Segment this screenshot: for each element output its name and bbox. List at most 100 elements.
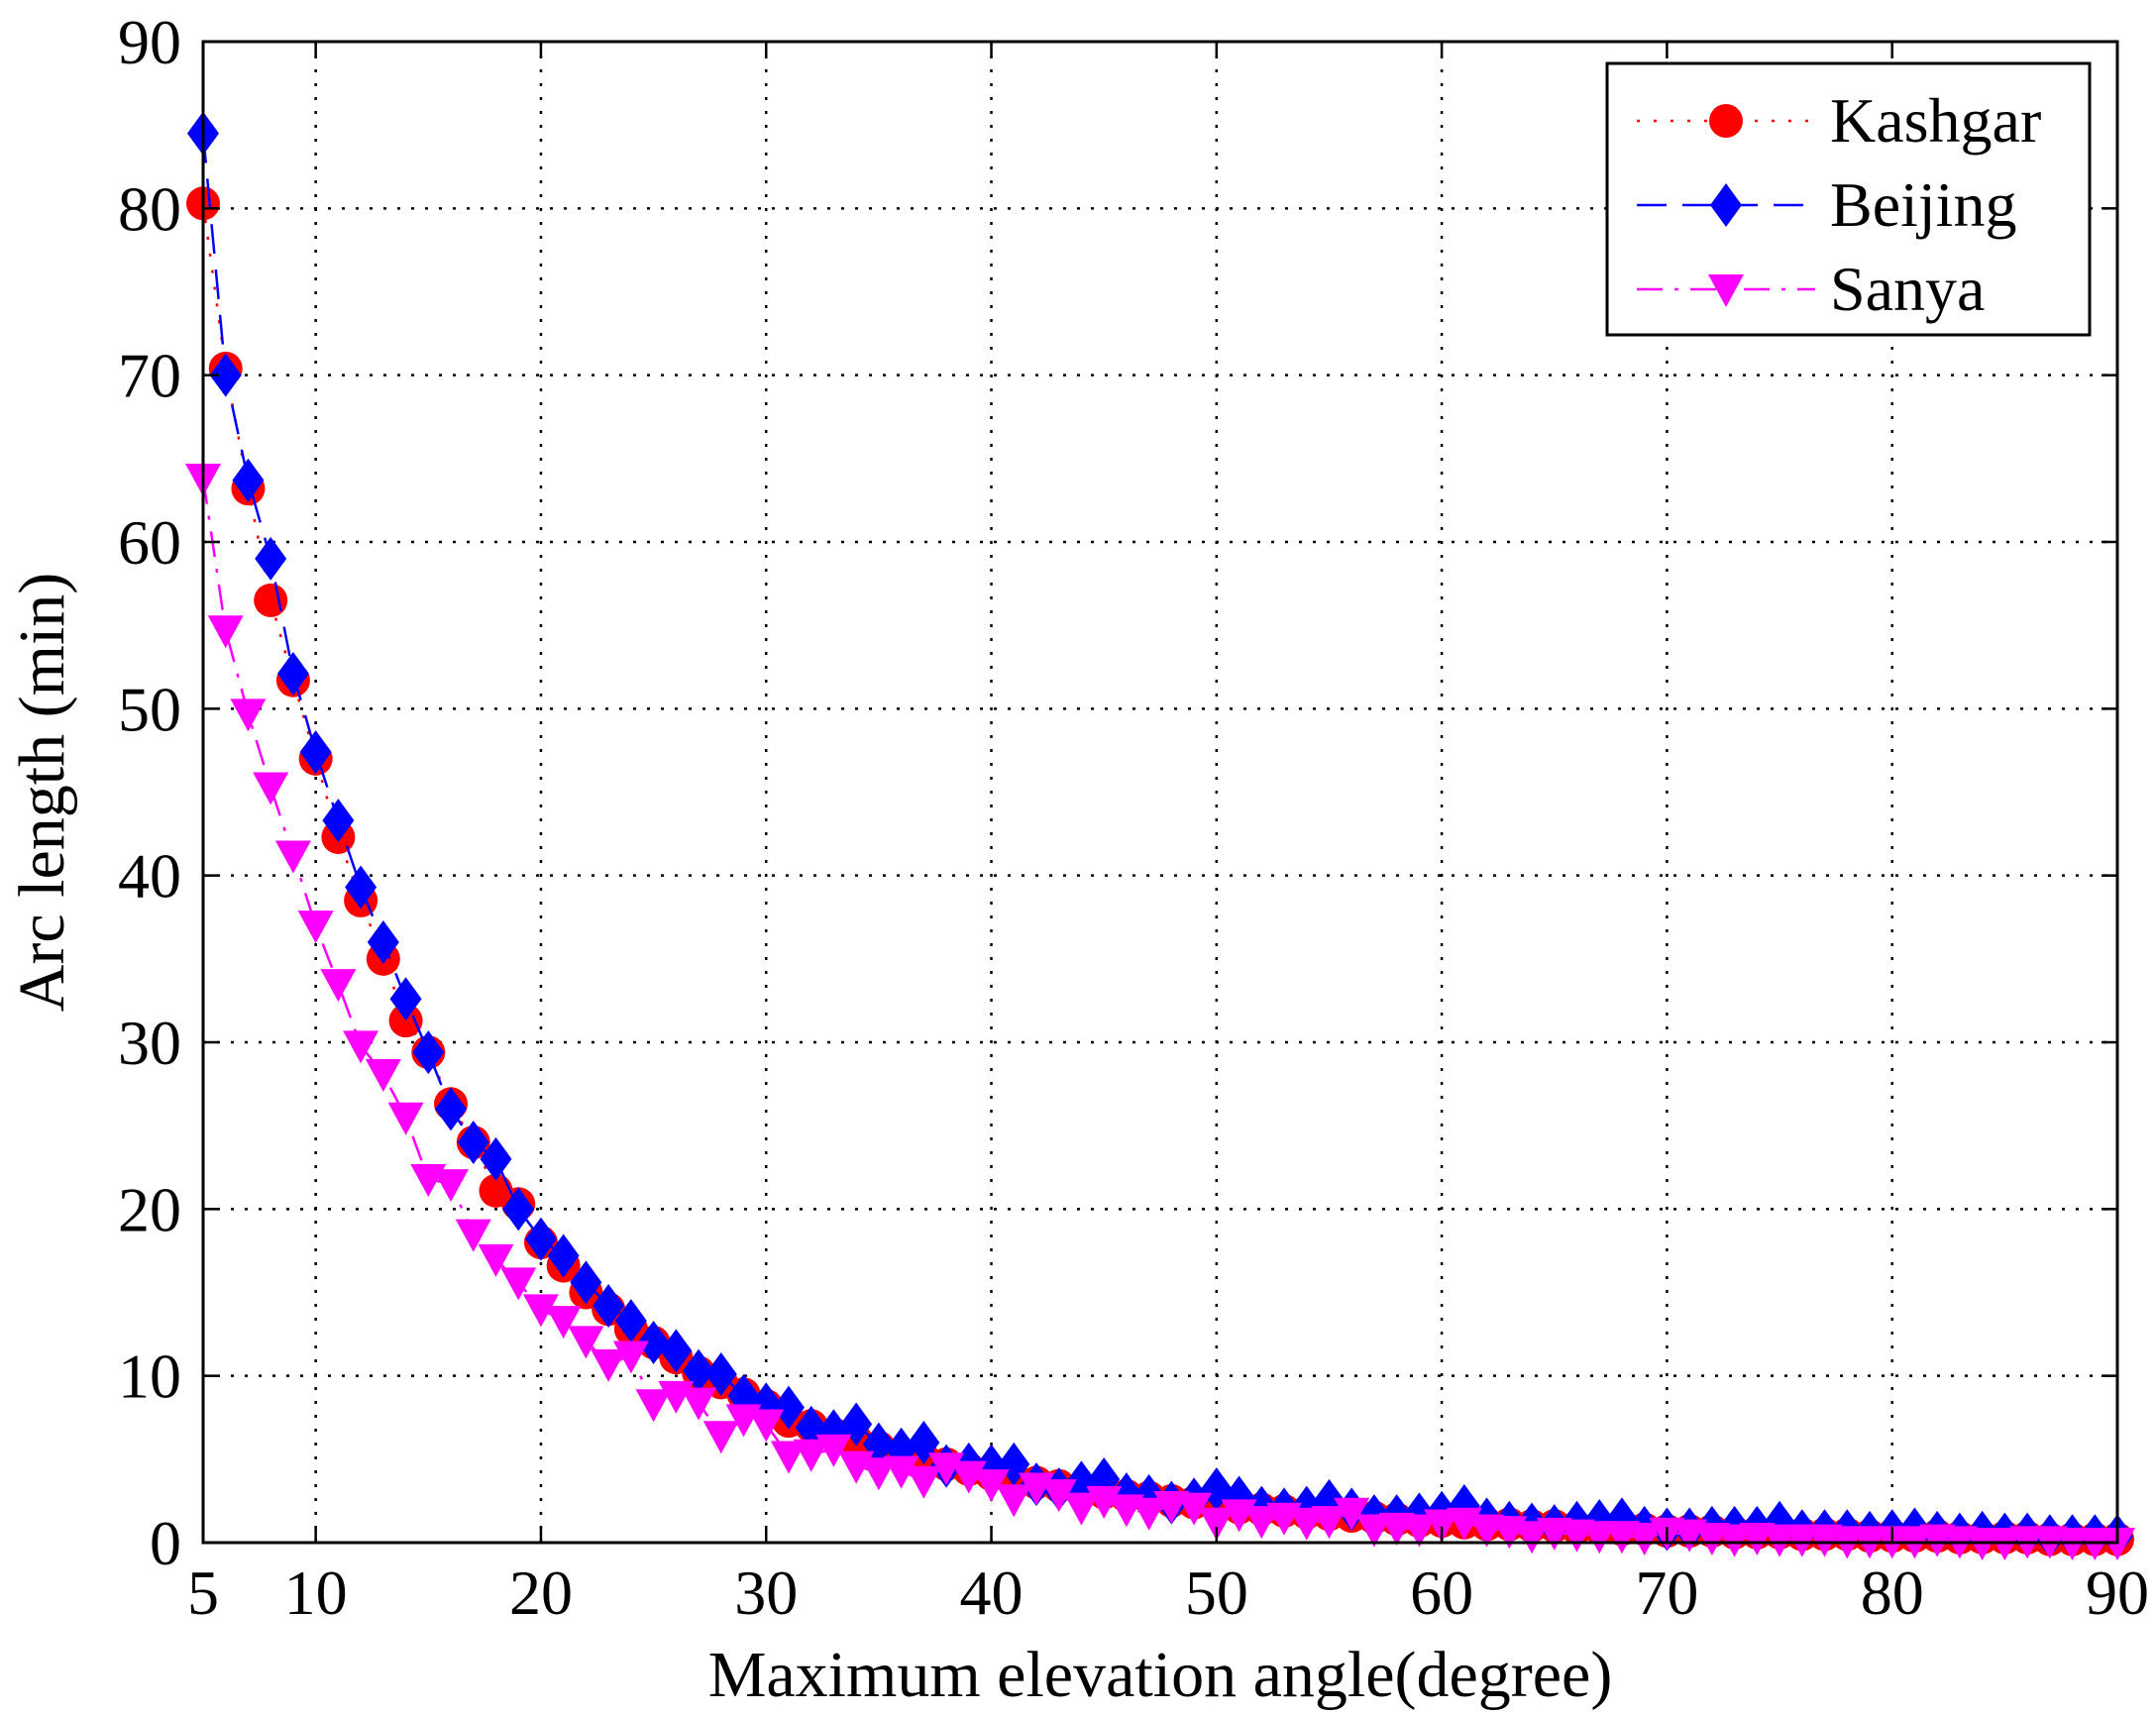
data-point-sanya [455,1219,491,1252]
axis-ticks: 5 10 20 30 40 50 60 70 80 90 0 10 20 30 40 50 60 70 80 90 [118,7,2149,1628]
data-point-sanya [770,1441,807,1474]
data-point-sanya [1086,1485,1123,1519]
legend: Kashgar Beijing Sanya [1605,61,2092,337]
y-tick-label: 90 [118,7,181,77]
data-point-sanya [500,1267,537,1301]
data-point-sanya [1355,1514,1392,1548]
data-point-sanya [702,1421,739,1454]
data-point-sanya [1334,1497,1370,1531]
data-point-sanya [1131,1497,1167,1531]
x-tick-label: 60 [1410,1557,1473,1628]
legend-marker-sanya [1708,274,1744,307]
data-point-sanya [996,1484,1032,1518]
legend-entry-kashgar: Kashgar [1637,85,2041,156]
data-point-sanya [545,1306,582,1340]
x-tick-label: 50 [1185,1557,1248,1628]
data-point-beijing [255,536,287,581]
x-axis-title: Maximum elevation angle(degree) [708,1639,1613,1711]
data-point-beijing [322,799,355,843]
data-point-beijing [637,1321,670,1364]
data-point-sanya [320,969,357,1003]
y-tick-label: 60 [118,507,181,578]
legend-label-kashgar: Kashgar [1830,85,2041,156]
y-tick-label: 0 [150,1508,181,1578]
data-point-sanya [230,698,267,732]
data-point-sanya [973,1469,1010,1503]
data-point-sanya [387,1102,424,1135]
data-point-sanya [883,1455,919,1489]
data-point-beijing [593,1283,625,1328]
x-tick-label: 10 [284,1557,348,1628]
data-point-sanya [612,1341,649,1374]
data-point-sanya [522,1294,559,1328]
data-point-sanya [906,1465,942,1499]
legend-label-beijing: Beijing [1830,169,2016,240]
data-point-sanya [1311,1506,1348,1540]
data-point-sanya [1176,1492,1213,1526]
data-point-sanya [950,1460,987,1494]
y-tick-label: 70 [118,341,181,411]
data-point-sanya [207,615,244,649]
data-point-sanya [1626,1522,1663,1555]
legend-entries: Kashgar Beijing Sanya [1637,85,2041,324]
data-point-sanya [343,1030,379,1064]
data-point-sanya [635,1389,672,1423]
data-point-beijing [614,1299,647,1343]
data-point-beijing [435,1087,468,1131]
data-point-sanya [748,1409,785,1443]
data-point-sanya [365,1058,401,1092]
data-point-sanya [860,1457,897,1491]
y-tick-label: 40 [118,841,181,912]
data-point-beijing [772,1385,805,1430]
legend-marker-kashgar [1709,104,1743,138]
data-point-sanya [1198,1507,1235,1541]
data-point-beijing [524,1217,557,1261]
data-point-beijing [502,1187,535,1232]
legend-entry-sanya: Sanya [1637,254,1985,324]
data-point-beijing [704,1351,737,1396]
legend-label-sanya: Sanya [1830,254,1985,324]
data-point-beijing [570,1260,602,1305]
x-tick-label: 90 [2086,1557,2149,1628]
y-tick-label: 50 [118,674,181,744]
data-point-beijing [457,1121,489,1164]
data-point-beijing [660,1329,693,1373]
data-point-sanya [1716,1524,1753,1557]
x-tick-label: 20 [509,1557,573,1628]
data-point-sanya [1514,1521,1551,1555]
x-tick-label: 40 [960,1557,1024,1628]
data-point-sanya [1762,1524,1798,1557]
y-tick-label: 30 [118,1008,181,1078]
data-point-sanya [433,1169,470,1203]
data-point-beijing [209,353,242,397]
data-point-sanya [253,772,289,805]
legend-marker-beijing [1710,183,1742,227]
legend-box [1605,61,2092,337]
y-axis-title: Arc length (min) [6,573,78,1013]
legend-entry-beijing: Beijing [1637,169,2016,240]
y-tick-label: 80 [118,173,181,244]
data-point-beijing [547,1233,580,1278]
y-tick-label: 10 [118,1341,181,1412]
data-point-sanya [1401,1514,1438,1548]
x-tick-label: 5 [187,1557,219,1628]
data-point-beijing [389,977,422,1021]
data-point-sanya [815,1434,852,1467]
data-point-sanya [297,911,334,944]
data-point-sanya [1783,1524,1820,1557]
plot-frame [201,40,2119,1545]
data-point-sanya [591,1348,627,1382]
data-point-beijing [299,730,332,775]
data-point-sanya [1424,1509,1460,1543]
data-point-beijing [480,1136,512,1181]
data-point-beijing [276,651,309,696]
data-point-sanya [274,840,311,874]
data-point-sanya [1288,1507,1325,1541]
data-point-beijing [412,1030,445,1075]
x-tick-label: 30 [734,1557,798,1628]
data-point-sanya [1581,1521,1618,1555]
data-point-sanya [793,1439,829,1472]
data-point-kashgar [254,583,288,617]
data-point-sanya [1243,1506,1280,1540]
